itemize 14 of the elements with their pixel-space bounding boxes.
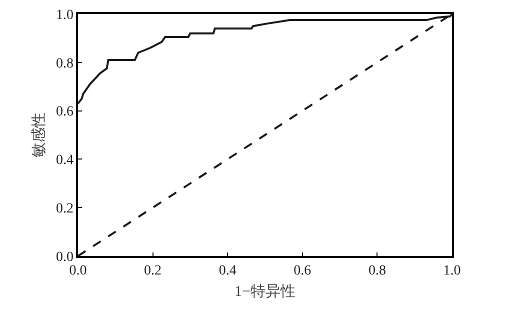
x-tick-label: 0.0: [69, 264, 87, 279]
x-tick-label: 0.4: [218, 264, 236, 279]
y-tick-label: 0.4: [56, 153, 74, 168]
y-tick-label: 0.2: [56, 202, 74, 216]
x-axis-title: 1−特异性: [234, 283, 296, 300]
y-tick-label: 0.0: [56, 250, 74, 265]
y-tick-label: 0.8: [56, 56, 74, 72]
x-tick-label: 0.6: [294, 264, 312, 279]
x-tick-label: 0.2: [144, 264, 162, 279]
x-tick-label: 1.0: [443, 264, 461, 279]
y-tick-label: 1.0: [56, 8, 74, 23]
y-tick-label: 0.6: [56, 104, 74, 120]
y-axis-title: 敏感性: [30, 112, 48, 158]
x-tick-label: 0.8: [368, 264, 386, 279]
